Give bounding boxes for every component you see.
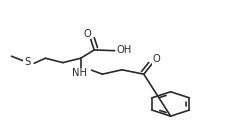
Text: O: O [152, 54, 160, 64]
Text: OH: OH [117, 45, 132, 55]
Text: O: O [83, 29, 91, 39]
Text: NH: NH [72, 68, 87, 78]
Text: S: S [24, 57, 30, 67]
